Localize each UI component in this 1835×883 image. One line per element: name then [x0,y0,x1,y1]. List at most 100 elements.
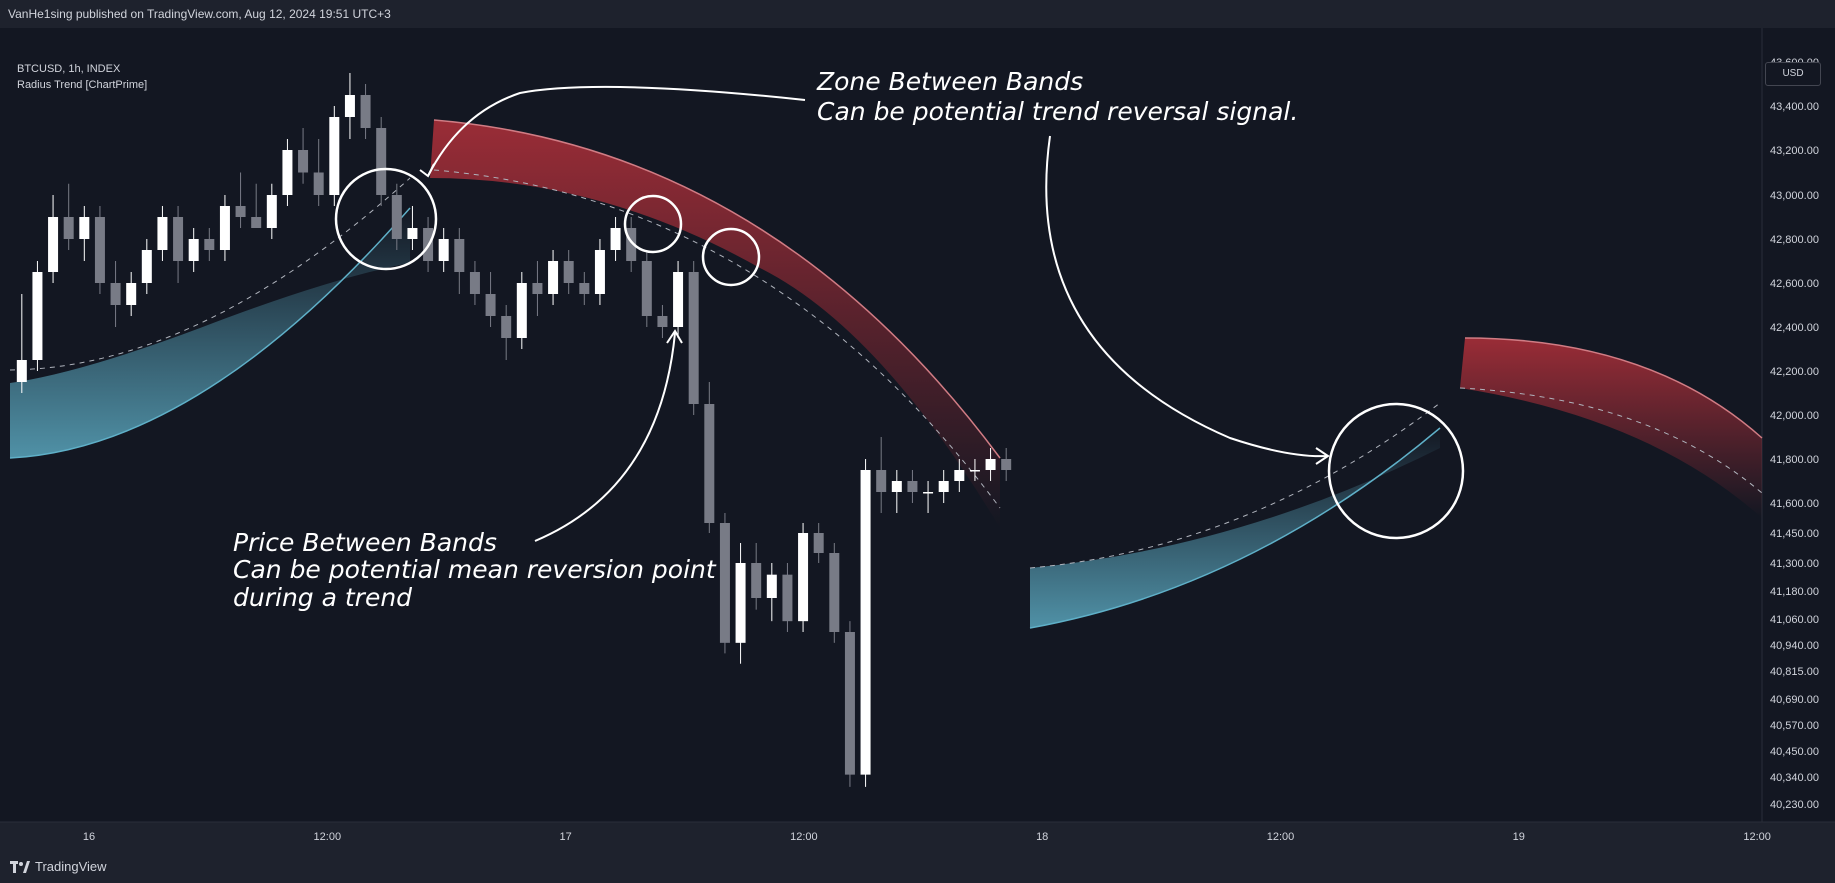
upper-band-line-2 [1464,337,1763,439]
candle [860,459,871,787]
candle-body [501,316,512,338]
y-tick-label: 40,570.00 [1770,720,1819,732]
y-tick-label: 40,815.00 [1770,666,1819,678]
y-tick-label: 40,690.00 [1770,694,1819,706]
candle-body [376,128,387,195]
price-annotation-title: Price Between Bands [233,528,497,557]
candle-body [563,261,574,283]
candle-body [782,574,793,622]
candle-body [438,239,449,261]
arrow-to-price [534,332,676,542]
x-tick-label: 17 [559,831,571,843]
candle-body [938,481,949,492]
candle [235,172,246,228]
candle [204,228,215,261]
y-tick-label: 42,200.00 [1770,366,1819,378]
candle-body [860,470,871,775]
candle [454,228,465,294]
candle-body [719,523,730,643]
x-tick-label: 16 [83,831,95,843]
candle [876,437,887,513]
upper-band-mid-2 [1459,387,1763,494]
highlight-circle-2 [623,194,683,254]
y-tick-label: 40,450.00 [1770,746,1819,758]
candle [516,272,527,349]
candle [782,563,793,632]
tradingview-logo-icon [10,860,30,873]
candle-body [32,272,43,360]
y-tick-label: 41,600.00 [1770,498,1819,510]
candle-body [235,206,246,217]
radius-trend-bands [9,119,1763,629]
indicator-label: Radius Trend [ChartPrime] [17,79,148,91]
candle-body [204,239,215,250]
candles-group [16,73,1012,787]
candle [985,448,996,481]
x-tick-label: 18 [1036,831,1048,843]
arrowhead-2 [1315,447,1330,465]
candle [188,228,199,272]
candle [735,543,746,664]
candle [173,206,184,283]
lower-band-line-2 [1029,427,1441,629]
y-tick-label: 42,800.00 [1770,234,1819,246]
candle [438,228,449,272]
candle-body [282,150,293,195]
candle [141,239,152,294]
candle-body [985,459,996,470]
lower-band-mid-2 [1029,402,1441,569]
upper-band-line-1 [433,119,1001,459]
candle-body [94,217,105,283]
lower-band-mid-1 [9,177,411,371]
price-chart[interactable]: 43,600.0043,400.0043,200.0043,000.0042,8… [0,28,1835,850]
candle-body [298,150,309,173]
candle-body [954,470,965,481]
currency-button[interactable]: USD [1765,62,1821,86]
upper-band-fill-2 [1460,338,1762,518]
candle [594,239,605,305]
arrow-to-zone-1 [427,85,806,177]
candle [298,128,309,184]
candle [344,73,355,139]
zone-annotation-text: Can be potential trend reversal signal. [817,97,1298,126]
candle [923,481,934,513]
candle-body [344,95,355,117]
y-tick-label: 43,000.00 [1770,190,1819,202]
candle [219,195,230,261]
candle-body [63,217,74,239]
x-tick-label: 12:00 [314,831,342,843]
candle [610,217,621,261]
candle-body [454,239,465,272]
candle [579,272,590,305]
candle-body [251,217,262,228]
chart-legend: BTCUSD, 1h, INDEX Radius Trend [ChartPri… [17,61,147,93]
chart-area[interactable]: 43,600.0043,400.0043,200.0043,000.0042,8… [0,28,1835,850]
candle [282,139,293,206]
candle-body [329,117,340,195]
candle-body [923,492,934,494]
candle [32,261,43,371]
candle [641,250,652,327]
candle-body [532,283,543,294]
candle [485,272,496,327]
candle [844,621,855,787]
highlight-circle-1 [334,167,438,271]
x-axis-labels: 1612:001712:001812:001912:002012:002112:… [83,831,1771,843]
candle-body [16,360,27,382]
candle-body [798,533,809,622]
candle-body [735,563,746,643]
arrowhead-1 [419,163,435,178]
candle-body [469,272,480,294]
candle [532,261,543,316]
candle-body [485,294,496,316]
candle-body [173,217,184,261]
candle [79,206,90,261]
candle-body [844,632,855,775]
candle [360,84,371,139]
candle-body [391,195,402,239]
y-tick-label: 43,200.00 [1770,145,1819,157]
candle [63,183,74,250]
x-tick-label: 12:00 [790,831,818,843]
tradingview-brand[interactable]: TradingView [10,859,107,874]
y-tick-label: 42,000.00 [1770,410,1819,422]
